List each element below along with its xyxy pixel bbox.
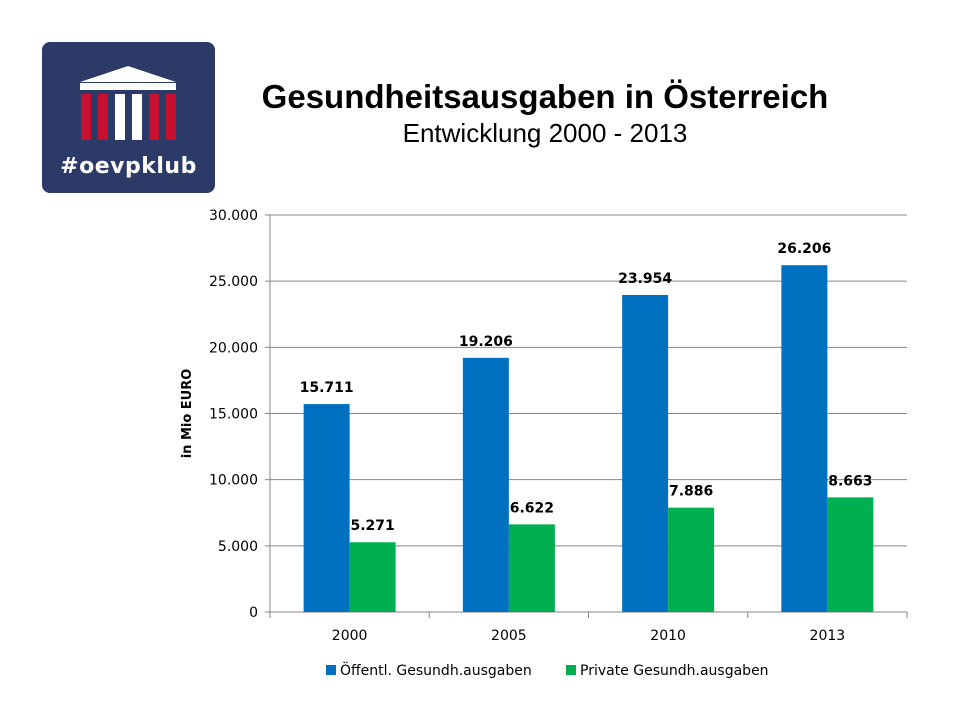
y-tick-label: 5.000 — [218, 539, 258, 555]
data-label: 7.886 — [669, 484, 713, 500]
bar-private — [668, 507, 715, 612]
data-label: 5.271 — [350, 518, 394, 534]
y-tick-label: 10.000 — [209, 473, 258, 489]
bar-private — [827, 497, 874, 612]
data-label: 19.206 — [459, 334, 513, 350]
data-label: 23.954 — [618, 271, 672, 287]
y-axis-label: in Mio EURO — [180, 369, 195, 459]
data-label: 15.711 — [300, 380, 354, 396]
legend-swatch — [326, 665, 336, 675]
x-tick-label: 2000 — [332, 628, 368, 644]
bar-public — [781, 265, 828, 612]
bar-public — [622, 295, 669, 612]
bar-public — [303, 404, 350, 612]
chart-subtitle: Entwicklung 2000 - 2013 — [402, 118, 688, 148]
data-label: 6.622 — [510, 500, 554, 516]
y-tick-label: 25.000 — [209, 274, 258, 290]
legend-label: Private Gesundh.ausgaben — [580, 663, 769, 679]
y-tick-label: 15.000 — [209, 407, 258, 423]
y-tick-label: 0 — [249, 605, 258, 621]
logo-hashtag: #oevpklub — [60, 154, 197, 179]
y-tick-label: 20.000 — [209, 340, 258, 356]
legend-label: Öffentl. Gesundh.ausgaben — [340, 661, 532, 679]
data-label: 26.206 — [777, 241, 831, 257]
x-tick-label: 2013 — [810, 628, 846, 644]
bar-private — [349, 542, 396, 612]
y-tick-label: 30.000 — [209, 208, 258, 224]
x-tick-label: 2010 — [650, 628, 686, 644]
legend-swatch — [566, 665, 576, 675]
data-label: 8.663 — [828, 473, 872, 489]
bar-private — [508, 524, 555, 612]
parliament-building-icon — [80, 66, 176, 140]
oevpklub-logo: #oevpklub — [42, 42, 215, 193]
bar-public — [462, 357, 509, 612]
chart-title: Gesundheitsausgaben in Österreich — [261, 78, 829, 115]
x-tick-label: 2005 — [491, 628, 527, 644]
